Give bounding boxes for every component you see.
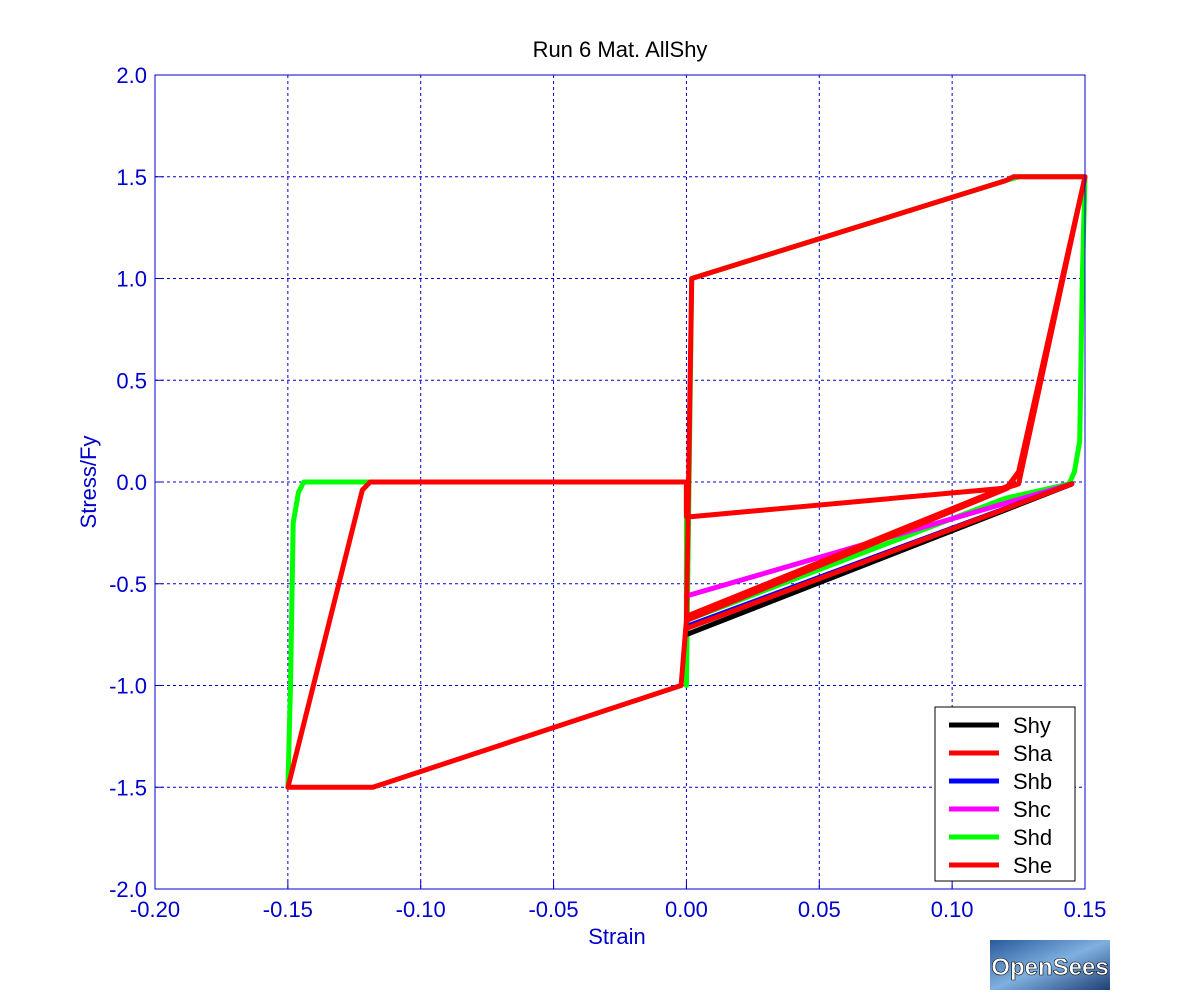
- y-tick-label: 2.0: [116, 63, 147, 88]
- opensees-logo: OpenSees: [990, 940, 1110, 990]
- y-tick-label: -1.5: [109, 775, 147, 800]
- legend-label: Shb: [1013, 769, 1052, 794]
- y-tick-label: 0.5: [116, 368, 147, 393]
- chart-title: Run 6 Mat. AllShy: [533, 37, 708, 62]
- logo-text: OpenSees: [991, 954, 1108, 981]
- legend-label: Sha: [1013, 741, 1053, 766]
- x-tick-label: -0.15: [263, 897, 313, 922]
- ticks: -0.20 -0.15 -0.10 -0.05 0.00 0.05 0.10 0.15 -2.0…: [109, 63, 1106, 922]
- legend-label: Shy: [1013, 713, 1051, 738]
- y-tick-label: 1.5: [116, 165, 147, 190]
- x-axis-label: Strain: [588, 924, 645, 949]
- y-tick-label: 0.0: [116, 470, 147, 495]
- x-tick-label: 0.15: [1064, 897, 1107, 922]
- x-tick-label: -0.05: [528, 897, 578, 922]
- legend: Shy Sha Shb Shc Shd She: [934, 706, 1076, 882]
- y-tick-label: -2.0: [109, 877, 147, 902]
- legend-label: Shd: [1013, 825, 1052, 850]
- x-tick-label: -0.20: [130, 897, 180, 922]
- series-line-she: [285, 174, 1088, 790]
- x-tick-label: 0.00: [665, 897, 708, 922]
- legend-box: [934, 706, 1076, 882]
- logo-globe-icon: [990, 940, 1110, 990]
- series-line-sha: [683, 481, 1075, 631]
- series-layer: [285, 174, 1088, 790]
- legend-label: She: [1013, 853, 1052, 878]
- y-axis-label: Stress/Fy: [76, 436, 101, 529]
- y-tick-label: -1.0: [109, 674, 147, 699]
- y-tick-label: -0.5: [109, 572, 147, 597]
- x-tick-label: 0.05: [798, 897, 841, 922]
- y-tick-label: 1.0: [116, 267, 147, 292]
- x-tick-label: 0.10: [931, 897, 974, 922]
- x-tick-label: -0.10: [396, 897, 446, 922]
- legend-label: Shc: [1013, 797, 1051, 822]
